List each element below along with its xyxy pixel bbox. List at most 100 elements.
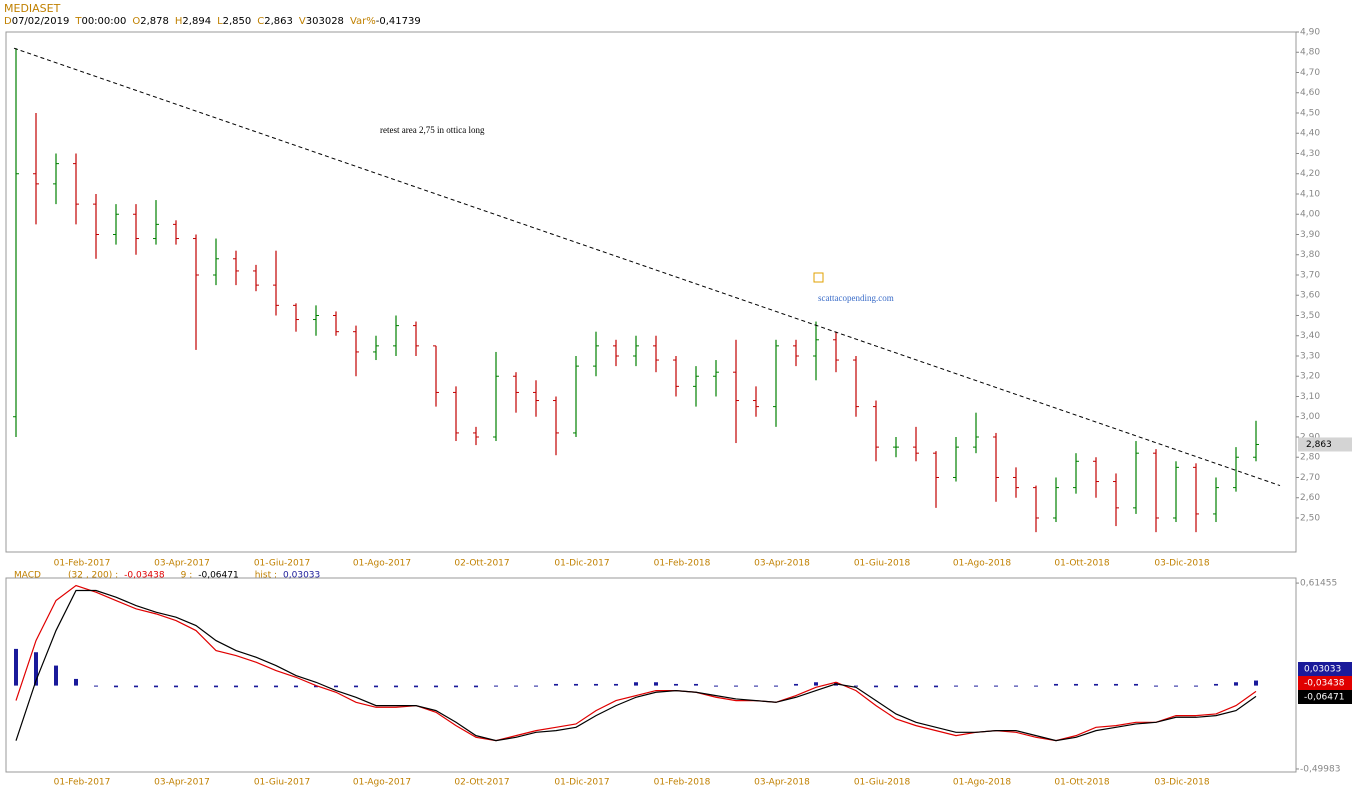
macd-line	[15, 589, 1257, 742]
field-label: O	[132, 16, 141, 27]
legend-name: 9 :	[181, 571, 193, 581]
hist-bar	[114, 685, 118, 688]
price-panel	[5, 31, 1297, 553]
hist-bar	[1194, 685, 1198, 687]
x-tick-label: 01-Ott-2018	[1054, 559, 1110, 569]
hist-bar	[614, 683, 618, 686]
hist-bar	[374, 685, 378, 688]
hist-bar	[574, 683, 578, 686]
hist-bar	[134, 685, 138, 688]
field-label: D	[4, 16, 12, 27]
hist-bar	[1014, 685, 1018, 687]
macd-title: MACD	[14, 571, 41, 581]
hist-bar	[154, 685, 158, 688]
hist-bar	[494, 685, 498, 687]
hist-bar	[1234, 682, 1238, 686]
macd-panel	[5, 577, 1297, 773]
y-tick-label: 4,70	[1300, 68, 1320, 78]
x-tick-label: 03-Apr-2017	[154, 559, 210, 569]
x-tick-label: 03-Apr-2017	[154, 778, 210, 788]
hist-bar	[1094, 683, 1098, 686]
y-tick-label: 4,20	[1300, 169, 1320, 179]
annotation: retest area 2,75 in ottica long	[380, 125, 485, 135]
field-label: T	[75, 16, 82, 27]
hist-bar	[414, 685, 418, 688]
hist-bar	[234, 685, 238, 688]
y-tick-label: 4,30	[1300, 149, 1320, 159]
hist-bar	[54, 665, 58, 686]
x-tick-label: 01-Ago-2018	[953, 559, 1011, 569]
y-tick-label: 3,00	[1300, 412, 1320, 422]
hist-bar	[1134, 683, 1138, 686]
hist-bar	[1054, 683, 1058, 686]
hist-bar	[894, 685, 898, 688]
y-tick-label: 4,60	[1300, 88, 1320, 98]
y-tick-label: 3,50	[1300, 311, 1320, 321]
hist-bar	[854, 685, 858, 687]
y-tick-label: 3,40	[1300, 331, 1320, 341]
last-price-box	[1298, 437, 1352, 452]
hist-bar	[274, 685, 278, 688]
y-tick-label: 3,80	[1300, 250, 1320, 260]
y-tick-label: -0,49983	[1300, 764, 1340, 774]
y-tick-label: 3,30	[1300, 351, 1320, 361]
legend-value: -0,03438	[124, 571, 165, 581]
x-tick-label: 02-Ott-2017	[454, 559, 509, 569]
hist-bar	[334, 685, 338, 688]
x-tick-label: 01-Ott-2018	[1054, 778, 1110, 788]
hist-bar	[734, 685, 738, 687]
hist-bar	[434, 685, 438, 688]
y-tick-label: 2,50	[1300, 513, 1320, 523]
hist-bar	[34, 652, 38, 686]
legend-name: hist :	[255, 571, 277, 581]
last-value-label: -0,06471	[1304, 693, 1344, 703]
hist-bar	[1254, 680, 1258, 686]
hist-bar	[594, 683, 598, 686]
field-value: 2,878	[140, 16, 169, 27]
last-value-label: 0,03033	[1304, 665, 1341, 675]
hist-bar	[634, 682, 638, 686]
hist-bar	[694, 683, 698, 686]
hist-bar	[1114, 683, 1118, 686]
hist-bar	[314, 685, 318, 688]
hist-bar	[754, 685, 758, 687]
field-value: 2,850	[222, 16, 252, 27]
symbol: MEDIASET	[4, 2, 61, 15]
x-tick-label: 01-Ago-2018	[953, 778, 1011, 788]
hist-bar	[994, 685, 998, 687]
annotation: scattacopending.com	[818, 293, 894, 303]
x-tick-label: 02-Ott-2017	[454, 778, 509, 788]
last-value-label: -0,03438	[1304, 679, 1345, 689]
field-label: H	[174, 16, 183, 27]
hist-bar	[94, 685, 98, 687]
x-tick-label: 01-Giu-2017	[254, 778, 310, 788]
hist-bar	[1034, 685, 1038, 687]
marker-square	[813, 272, 824, 283]
y-tick-label: 4,10	[1300, 189, 1320, 199]
y-tick-label: 2,80	[1300, 453, 1320, 463]
last-price-label: 2,863	[1306, 440, 1332, 450]
y-tick-label: 3,90	[1300, 230, 1320, 240]
x-tick-label: 01-Feb-2017	[54, 778, 111, 788]
y-tick-label: 4,90	[1300, 28, 1320, 38]
field-value: 2,894	[182, 16, 212, 27]
legend-name: (32 , 200) :	[68, 571, 118, 581]
x-tick-label: 03-Dic-2018	[1154, 559, 1210, 569]
hist-bar	[814, 682, 818, 686]
x-tick-label: 01-Giu-2017	[254, 559, 310, 569]
hist-bar	[514, 685, 518, 687]
field-label: L	[217, 16, 223, 27]
hist-bar	[774, 685, 778, 687]
x-tick-label: 01-Feb-2018	[654, 559, 711, 569]
last-value-box	[1298, 690, 1352, 704]
field-value: 00:00:00	[81, 16, 127, 27]
hist-bar	[674, 683, 678, 686]
hist-bar	[214, 685, 218, 688]
x-tick-label: 03-Apr-2018	[754, 559, 810, 569]
x-tick-label: 01-Giu-2018	[854, 559, 911, 569]
y-tick-label: 3,20	[1300, 372, 1320, 382]
y-tick-label: 3,10	[1300, 392, 1320, 402]
hist-bar	[874, 685, 878, 688]
y-tick-label: 2,60	[1300, 493, 1320, 503]
